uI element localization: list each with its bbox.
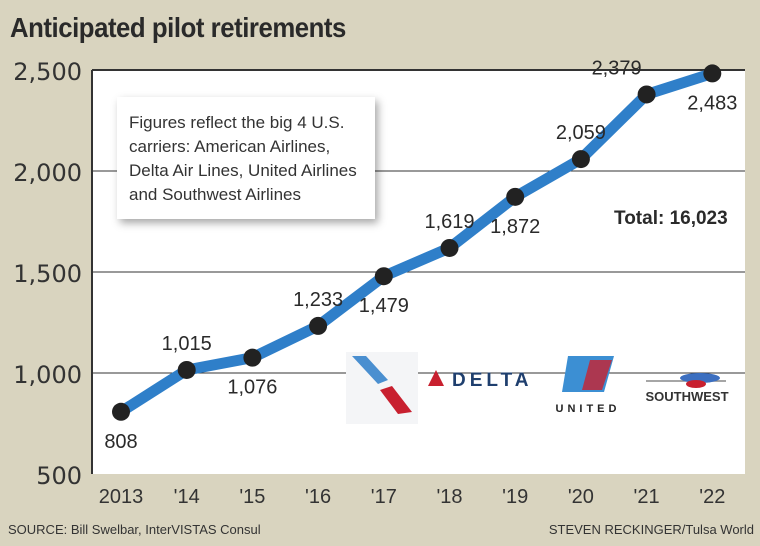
- delta-triangle-icon: [428, 370, 444, 386]
- x-tick-label: '18: [436, 486, 462, 508]
- x-tick-label: '19: [502, 486, 528, 508]
- data-label: 1,076: [227, 377, 277, 399]
- data-point: [506, 187, 525, 206]
- data-label: 2,059: [556, 122, 606, 144]
- data-point: [177, 360, 196, 379]
- data-label: 2,483: [687, 92, 737, 114]
- y-tick-label: 1,500: [13, 260, 82, 288]
- y-tick-label: 2,500: [13, 58, 82, 86]
- southwest-plane-icon: [680, 373, 720, 383]
- y-tick-label: 1,000: [13, 361, 82, 389]
- united-logo-text: UNITED: [556, 403, 621, 415]
- data-line: [118, 68, 714, 417]
- data-label: 808: [104, 431, 137, 453]
- delta-logo-text: DELTA: [452, 370, 533, 391]
- x-tick-label: '17: [371, 486, 397, 508]
- x-tick-label: '20: [568, 486, 594, 508]
- x-tick-label: '16: [305, 486, 331, 508]
- x-tick-label: '22: [699, 486, 725, 508]
- data-point: [309, 316, 328, 335]
- american-logo-red: [380, 386, 412, 414]
- x-tick-label: '21: [634, 486, 660, 508]
- x-tick-label: '14: [174, 486, 200, 508]
- x-tick-label: 2013: [99, 486, 144, 508]
- data-point: [571, 150, 590, 169]
- united-tulip-red: [582, 360, 612, 390]
- data-point: [637, 85, 656, 104]
- y-tick-label: 500: [36, 462, 82, 490]
- data-point: [440, 238, 459, 257]
- total-label: Total: 16,023: [614, 208, 728, 229]
- data-point: [703, 64, 722, 83]
- source-text: SOURCE: Bill Swelbar, InterVISTAS Consul: [8, 522, 261, 537]
- y-tick-label: 2,000: [13, 159, 82, 187]
- american-logo-blue: [352, 356, 388, 384]
- data-point: [112, 402, 130, 421]
- x-tick-label: '15: [239, 486, 265, 508]
- chart-title: Anticipated pilot retirements: [10, 12, 346, 43]
- data-label: 1,479: [359, 295, 409, 317]
- data-label: 1,233: [293, 289, 343, 311]
- data-label: 1,619: [424, 211, 474, 233]
- annotation-box: Figures reflect the big 4 U.S. carriers:…: [117, 97, 375, 219]
- data-label: 1,872: [490, 216, 540, 238]
- american-logo-bg: [346, 352, 418, 424]
- southwest-plane-belly: [686, 380, 706, 388]
- southwest-logo-text: SOUTHWEST: [645, 389, 728, 404]
- data-label: 2,379: [592, 57, 642, 79]
- data-label: 1,015: [162, 333, 212, 355]
- data-point: [374, 267, 393, 286]
- data-point: [243, 348, 262, 367]
- credit-text: STEVEN RECKINGER/Tulsa World: [548, 522, 754, 537]
